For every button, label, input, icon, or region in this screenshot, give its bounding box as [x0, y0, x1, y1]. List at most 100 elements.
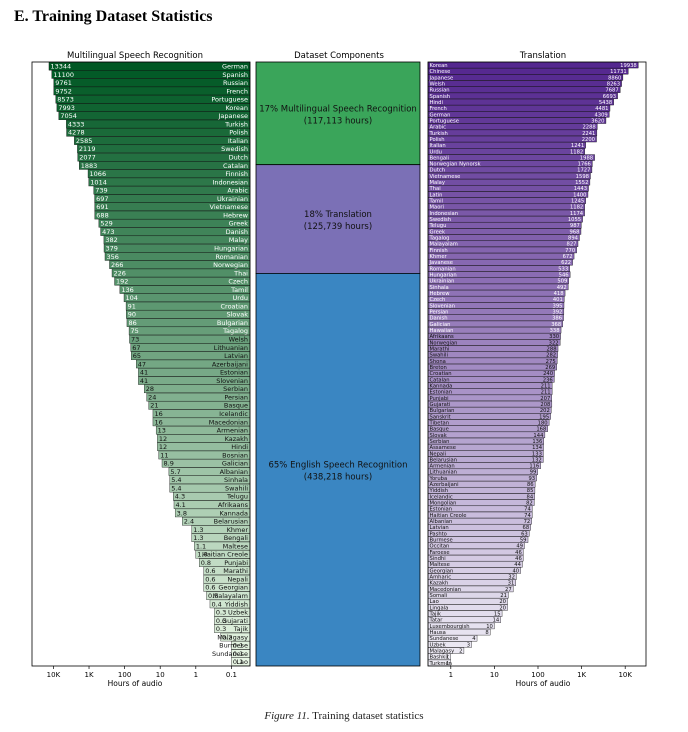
asr-value-label: 2585: [76, 137, 93, 145]
translation-language-label: Assamese: [430, 445, 456, 451]
translation-value-label: 1766: [578, 162, 591, 168]
translation-bar: [427, 154, 595, 161]
asr-bar: [53, 78, 251, 87]
translation-value-label: 8263: [607, 81, 620, 87]
translation-value-label: 3: [467, 642, 470, 648]
asr-value-label: 67: [132, 344, 140, 352]
asr-language-label: Romanian: [215, 253, 248, 261]
asr-language-label: Indonesian: [212, 178, 248, 186]
asr-language-label: Hungarian: [214, 245, 248, 253]
asr-value-label: 104: [126, 294, 138, 302]
asr-language-label: Maltese: [223, 542, 248, 550]
asr-language-label: Armenian: [217, 427, 248, 435]
asr-value-label: 0.1: [233, 650, 243, 658]
translation-value-label: 195: [539, 414, 549, 420]
translation-value-label: 46: [515, 550, 522, 556]
translation-language-label: Serbian: [430, 439, 450, 445]
asr-language-label: Norwegian: [213, 261, 248, 269]
asr-value-label: 0.1: [233, 658, 243, 666]
asr-language-label: Hebrew: [223, 211, 249, 219]
asr-value-label: 4.1: [175, 501, 185, 509]
asr-value-label: 1.3: [193, 534, 203, 542]
translation-language-label: Uzbek: [430, 642, 446, 648]
asr-language-label: Burmese: [219, 642, 248, 650]
translation-language-label: Albanian: [430, 519, 453, 525]
asr-x-tick-label: 10K: [47, 671, 61, 679]
translation-value-label: 208: [540, 402, 550, 408]
asr-language-label: Croatian: [221, 302, 249, 310]
translation-value-label: 93: [528, 476, 535, 482]
translation-language-label: Hebrew: [430, 291, 451, 297]
translation-value-label: 21: [500, 593, 507, 599]
asr-language-label: Malagasy: [217, 633, 248, 641]
translation-value-label: 207: [540, 396, 550, 402]
translation-language-label: Icelandic: [430, 494, 453, 500]
asr-value-label: 4.3: [175, 493, 185, 501]
translation-bar: [427, 135, 597, 143]
asr-language-label: Urdu: [232, 294, 248, 302]
asr-value-label: 473: [102, 228, 114, 236]
translation-value-label: 1182: [570, 149, 583, 155]
translation-language-label: Basque: [430, 427, 449, 433]
translation-value-label: 322: [549, 340, 559, 346]
translation-language-label: Maori: [430, 205, 445, 211]
translation-value-label: 86: [527, 482, 534, 488]
asr-value-label: 0.2: [222, 633, 232, 641]
translation-language-label: Turkish: [429, 131, 448, 137]
component-segment-label: 17% Multilingual Speech Recognition: [259, 104, 417, 114]
asr-value-label: 11: [160, 451, 168, 459]
translation-value-label: 134: [532, 445, 543, 451]
translation-value-label: 74: [524, 507, 531, 513]
asr-language-label: Telugu: [226, 493, 248, 501]
translation-language-label: Galician: [430, 322, 451, 328]
translation-value-label: 4309: [594, 112, 607, 118]
translation-value-label: 1: [446, 655, 449, 661]
asr-language-label: Swahili: [225, 484, 248, 492]
translation-language-label: Latvian: [430, 525, 449, 531]
translation-bar: [427, 68, 629, 75]
translation-value-label: 546: [559, 273, 569, 279]
translation-bar: [427, 185, 589, 192]
translation-language-label: Khmer: [430, 254, 448, 260]
asr-language-label: Greek: [229, 220, 249, 228]
asr-language-label: Icelandic: [219, 410, 248, 418]
figure-caption: Figure 11. Training dataset statistics: [0, 710, 688, 722]
translation-value-label: 240: [543, 371, 553, 377]
translation-value-label: 85: [527, 488, 534, 494]
translation-value-label: 1182: [570, 205, 583, 211]
caption-text: Training dataset statistics: [312, 710, 424, 722]
translation-language-label: Breton: [430, 365, 447, 371]
translation-value-label: 32: [508, 575, 515, 581]
asr-language-label: Finnish: [225, 170, 248, 178]
asr-value-label: 90: [128, 311, 136, 319]
asr-language-label: Italian: [228, 137, 248, 145]
asr-value-label: 7054: [60, 112, 77, 120]
translation-language-label: Croatian: [430, 371, 452, 377]
translation-language-label: Latin: [430, 192, 443, 198]
asr-language-label: Macedonian: [209, 418, 248, 426]
translation-language-label: Belarusian: [430, 457, 458, 463]
asr-language-label: Lithuanian: [214, 344, 248, 352]
translation-value-label: 63: [521, 531, 528, 537]
asr-language-label: Thai: [233, 269, 248, 277]
translation-value-label: 338: [550, 328, 560, 334]
translation-language-label: Hawaiian: [430, 328, 454, 334]
asr-value-label: 5.4: [171, 484, 181, 492]
translation-value-label: 392: [552, 309, 562, 315]
translation-language-label: Faroese: [430, 550, 450, 556]
component-segment-hours: (438,218 hours): [304, 473, 372, 483]
translation-language-label: Hungarian: [430, 273, 457, 279]
component-segment-label: 18% Translation: [304, 210, 372, 220]
asr-value-label: 2077: [79, 153, 96, 161]
translation-language-label: Swahili: [430, 353, 448, 359]
asr-language-label: Arabic: [227, 187, 248, 195]
translation-value-label: 180: [538, 420, 548, 426]
translation-value-label: 72: [524, 519, 531, 525]
translation-language-label: French: [430, 106, 447, 112]
translation-value-label: 6693: [603, 94, 616, 100]
asr-value-label: 5.7: [170, 468, 180, 476]
caption-figure-number: Figure 11.: [264, 710, 310, 722]
translation-language-label: Tagalog: [429, 236, 450, 242]
translation-value-label: 236: [543, 377, 553, 383]
translation-language-label: Chinese: [430, 69, 451, 75]
